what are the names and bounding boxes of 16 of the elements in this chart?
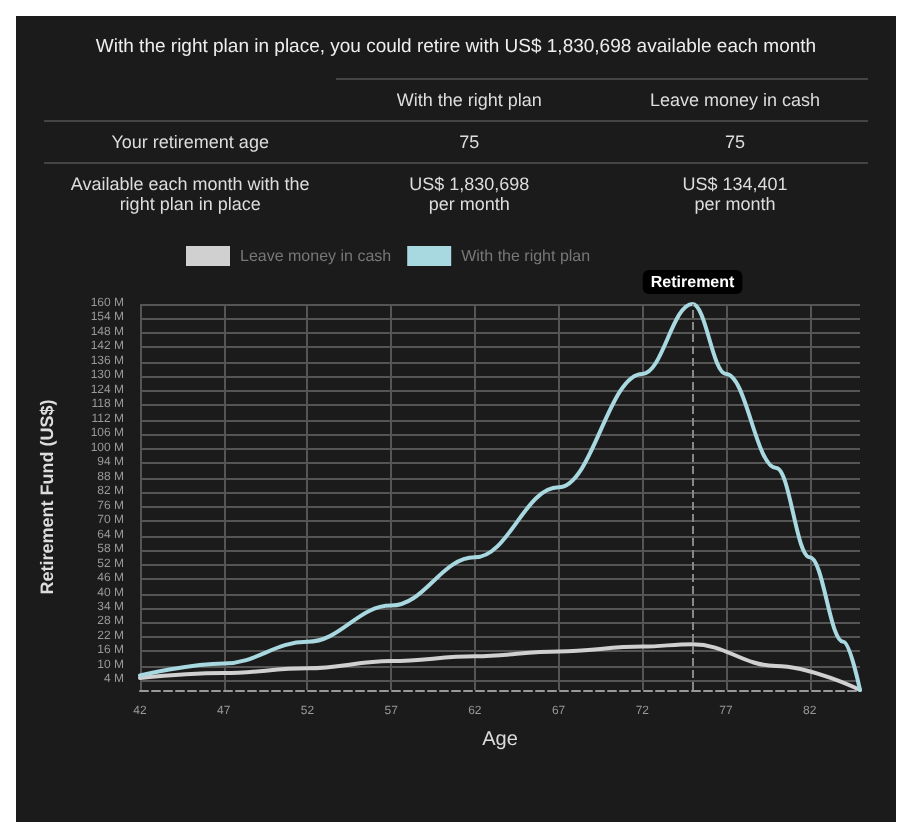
text: With the right plan [336, 78, 603, 120]
text: With the right plan in place, you could retire with US$ 1,830,698 available each month [93, 36, 819, 58]
text: 75 [602, 120, 868, 162]
text: US$ 1,830,698 per month [336, 162, 603, 224]
text: 75 [336, 120, 603, 162]
text: US$ 134,401 per month [602, 162, 868, 224]
text: Your retirement age [44, 120, 337, 162]
x-axis-title: Age [482, 729, 519, 751]
text: Available each month with the right plan in place [44, 162, 337, 224]
y-axis-title: Retirement Fund (US$) [37, 399, 57, 595]
ref-line-label: Retirement [650, 273, 736, 291]
line-series [138, 302, 862, 692]
legend-label: Leave money in cash [240, 247, 392, 265]
line-series [138, 642, 862, 692]
legend-label: With the right plan [461, 247, 591, 265]
text: Leave money in cash [602, 78, 868, 120]
